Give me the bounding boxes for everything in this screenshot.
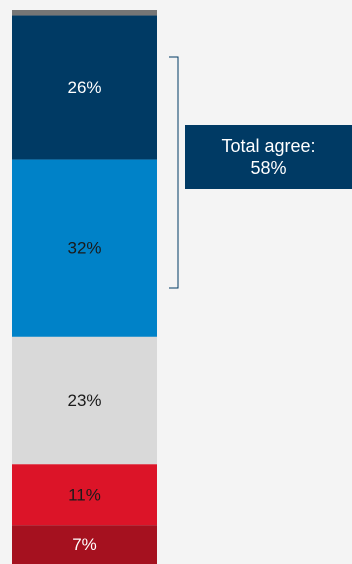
- bar-segment-label-2: 32%: [67, 239, 101, 258]
- total-agree-callout: Total agree: 58%: [185, 125, 352, 189]
- callout-value: 58%: [250, 158, 287, 178]
- bar-segment-label-3: 23%: [67, 391, 101, 410]
- agree-bracket: [169, 56, 179, 289]
- bar-segment-0: [12, 10, 157, 16]
- bar-segment-2: [12, 159, 157, 337]
- bar-segment-1: [12, 15, 157, 160]
- bar-segment-5: [12, 525, 157, 564]
- bar-segment-3: [12, 336, 157, 465]
- bar-segment-label-5: 7%: [72, 535, 97, 554]
- bar-segment-label-4: 11%: [68, 485, 101, 504]
- bar-segment-4: [12, 464, 157, 526]
- bar-segment-label-1: 26%: [67, 78, 101, 97]
- callout-title: Total agree:: [221, 136, 316, 156]
